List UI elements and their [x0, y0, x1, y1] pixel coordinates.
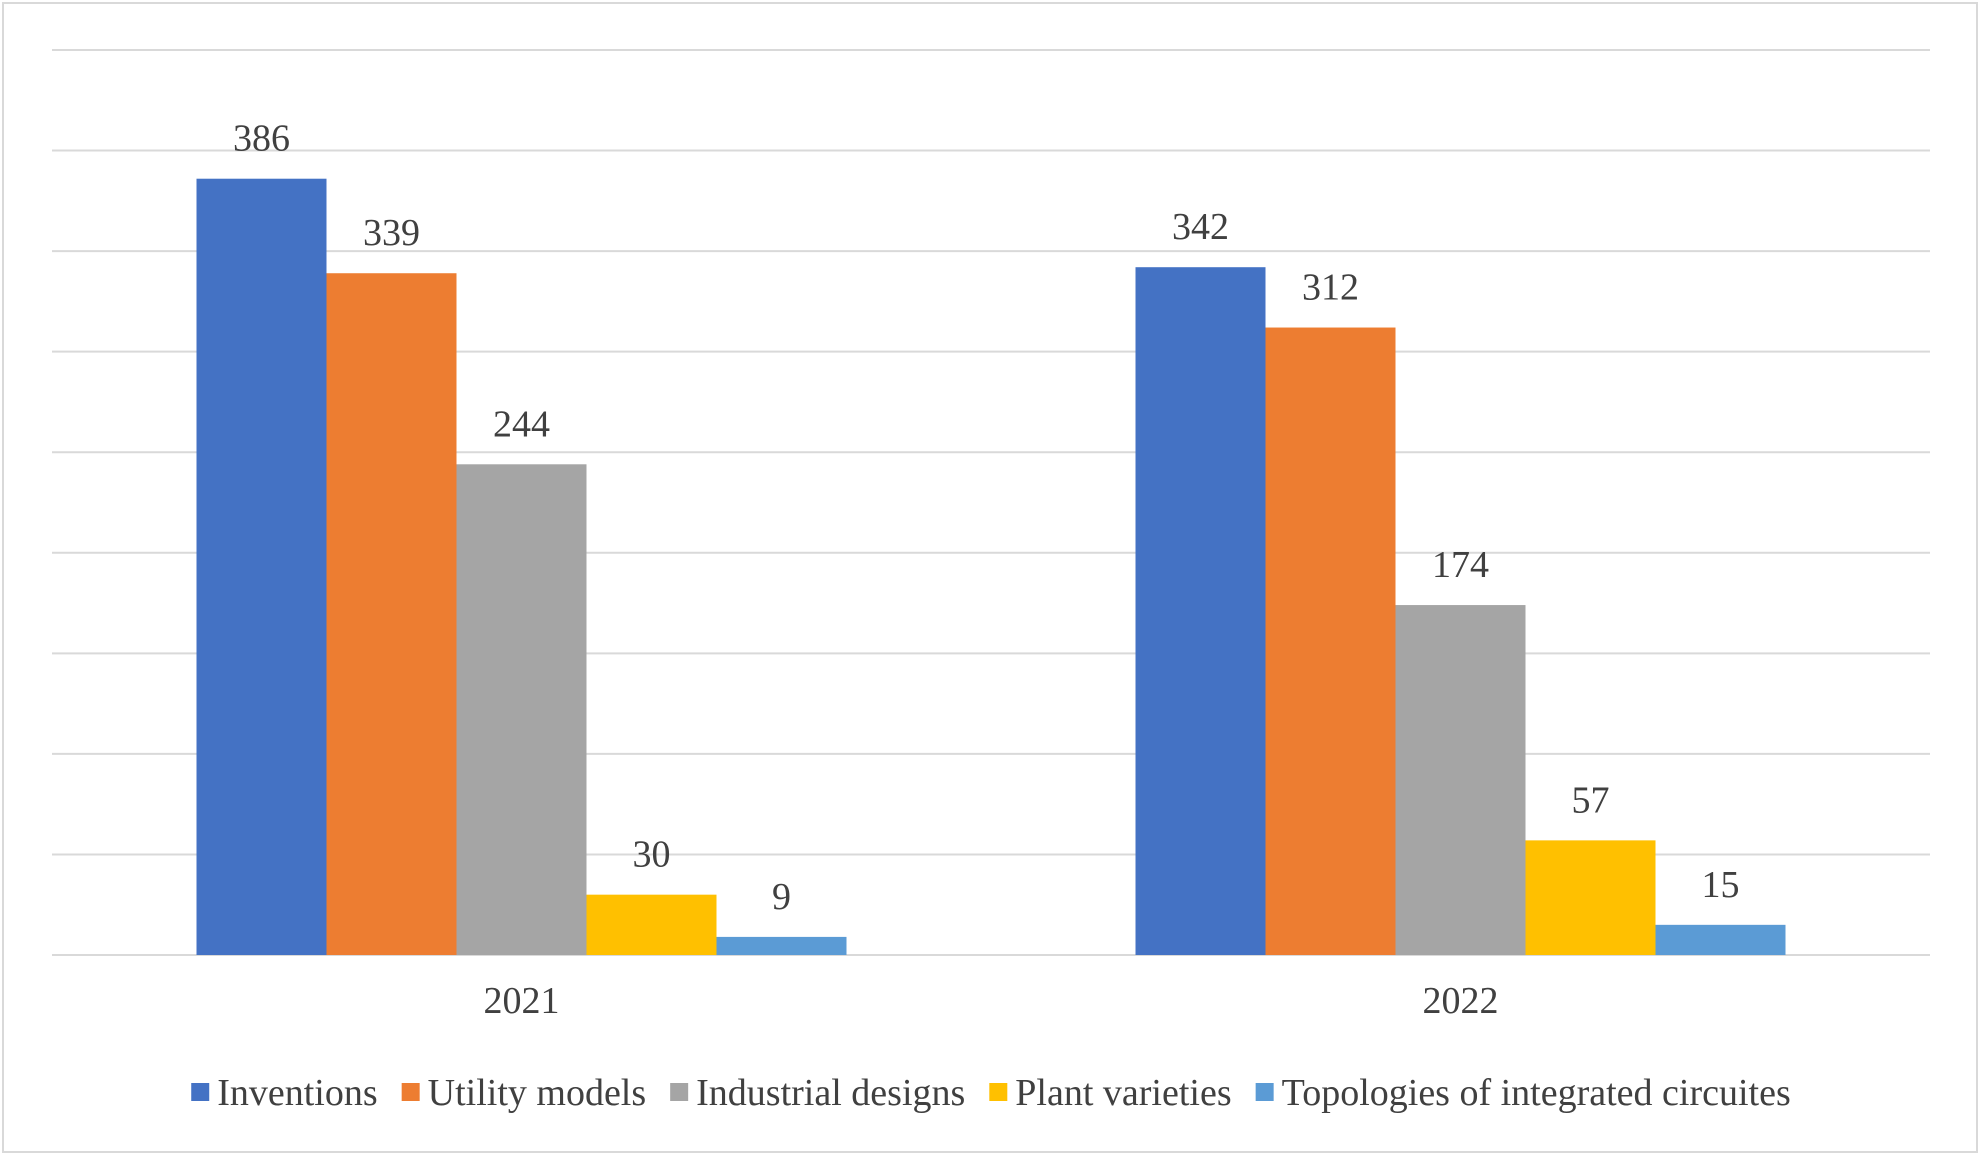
- data-label: 57: [1572, 779, 1610, 821]
- bars: [196, 178, 1786, 955]
- bar-topologies-of-integrated-circuites-2022: [1655, 924, 1786, 955]
- x-tick-label: 2021: [484, 980, 560, 1022]
- bar-industrial-designs-2021: [456, 464, 587, 955]
- data-label: 174: [1432, 544, 1489, 586]
- bar-industrial-designs-2022: [1395, 605, 1526, 955]
- data-label: 30: [633, 834, 671, 876]
- data-label: 15: [1702, 864, 1740, 906]
- bar-utility-models-2021: [326, 273, 457, 955]
- data-label: 244: [493, 403, 550, 445]
- data-label: 339: [363, 212, 420, 254]
- legend-swatch: [401, 1083, 420, 1101]
- legend-label: Industrial designs: [696, 1072, 965, 1114]
- legend-label: Plant varieties: [1015, 1072, 1231, 1114]
- data-label: 342: [1172, 206, 1229, 248]
- x-axis-tick-labels: 2021 2022: [484, 980, 1499, 1022]
- legend-label: Topologies of integrated circuites: [1282, 1072, 1791, 1114]
- data-label: 312: [1302, 267, 1359, 309]
- bar-inventions-2022: [1135, 267, 1266, 955]
- legend-swatch: [670, 1083, 689, 1101]
- bar-topologies-of-integrated-circuites-2021: [716, 936, 847, 955]
- legend-swatch: [989, 1083, 1008, 1101]
- bar-plant-varieties-2022: [1525, 840, 1656, 955]
- legend-swatch: [1255, 1083, 1274, 1101]
- legend-swatch: [191, 1083, 210, 1101]
- data-label: 9: [772, 876, 791, 918]
- bar-inventions-2021: [196, 178, 327, 955]
- data-labels: 386 339 244 30 9 342 312 174 57 15: [233, 118, 1740, 918]
- legend-label: Inventions: [217, 1072, 377, 1114]
- bar-plant-varieties-2021: [586, 894, 717, 955]
- legend-label: Utility models: [428, 1072, 647, 1114]
- legend: Inventions Utility models Industrial desig…: [191, 1072, 1791, 1114]
- x-tick-label: 2022: [1423, 980, 1499, 1022]
- data-label: 386: [233, 118, 290, 160]
- bar-utility-models-2022: [1265, 327, 1396, 955]
